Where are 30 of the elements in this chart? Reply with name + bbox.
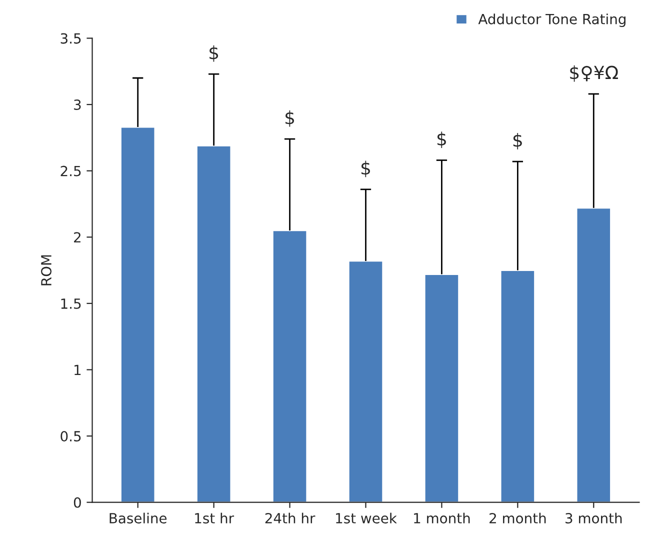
y-tick-label: 2 (74, 232, 80, 242)
bar (120, 126, 156, 502)
annotation: $ (286, 110, 294, 127)
bar (500, 270, 536, 502)
y-tick-label: 1 (74, 364, 81, 375)
bar (272, 230, 308, 502)
y-tick-label: 2.5 (60, 166, 81, 176)
bar (576, 207, 612, 502)
bar (348, 260, 384, 502)
y-tick-label: 0 (74, 497, 81, 508)
x-tick-label: 1st week (336, 512, 397, 524)
bar (424, 274, 460, 502)
y-tick-label: 3 (74, 99, 81, 110)
x-tick-label: 24th hr (265, 512, 316, 524)
x-tick-label: 1 month (414, 512, 470, 524)
y-axis-title: ROM (41, 255, 52, 286)
annotation: $ (437, 132, 446, 148)
annotation: $ (210, 45, 218, 62)
x-tick-label: 1st hr (195, 512, 234, 524)
y-tick-label: 0.5 (60, 430, 81, 442)
y-tick-label: 3.5 (60, 33, 81, 44)
x-tick-label: 3 month (566, 512, 622, 524)
legend-label: Adductor Tone Rating (478, 14, 626, 28)
x-tick-label: Baseline (110, 512, 167, 524)
y-tick-label: 1.5 (61, 298, 81, 309)
bar (196, 144, 232, 502)
annotation: $ (362, 160, 370, 178)
annotation: $ (513, 132, 522, 150)
x-tick-label: 2 month (490, 512, 546, 524)
annotation: $♀¥Ω (570, 65, 618, 82)
